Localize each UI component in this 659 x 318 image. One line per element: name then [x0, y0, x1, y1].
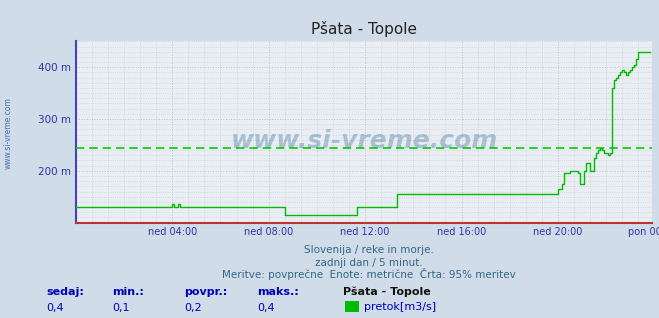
Text: Pšata - Topole: Pšata - Topole — [343, 287, 430, 297]
Text: sedaj:: sedaj: — [46, 287, 84, 297]
Text: www.si-vreme.com: www.si-vreme.com — [231, 129, 498, 153]
Text: Meritve: povprečne  Enote: metrične  Črta: 95% meritev: Meritve: povprečne Enote: metrične Črta:… — [222, 268, 516, 280]
Text: 0,4: 0,4 — [257, 303, 275, 313]
Text: maks.:: maks.: — [257, 287, 299, 297]
Title: Pšata - Topole: Pšata - Topole — [311, 21, 417, 38]
Text: povpr.:: povpr.: — [185, 287, 228, 297]
Text: zadnji dan / 5 minut.: zadnji dan / 5 minut. — [315, 258, 423, 267]
Text: 0,2: 0,2 — [185, 303, 202, 313]
Text: Slovenija / reke in morje.: Slovenija / reke in morje. — [304, 245, 434, 255]
Text: pretok[m3/s]: pretok[m3/s] — [364, 302, 436, 312]
Text: min.:: min.: — [112, 287, 144, 297]
Text: www.si-vreme.com: www.si-vreme.com — [4, 98, 13, 169]
Text: 0,4: 0,4 — [46, 303, 64, 313]
Text: 0,1: 0,1 — [112, 303, 130, 313]
